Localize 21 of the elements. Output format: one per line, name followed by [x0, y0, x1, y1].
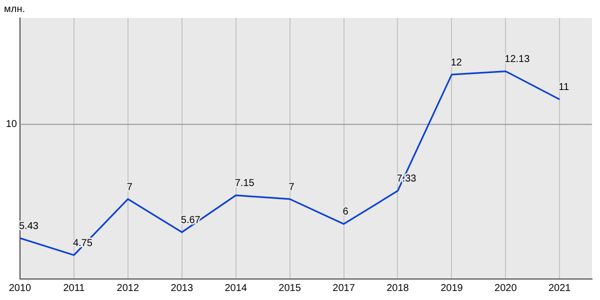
text: млн.: [4, 4, 26, 15]
x-tick-label: 2017: [332, 282, 356, 294]
x-tick-label: 2018: [386, 282, 410, 294]
data-label: 7: [126, 182, 133, 193]
data-label: 5.67: [180, 214, 201, 226]
data-label: 12.13: [504, 54, 530, 66]
x-tick-label: 2021: [548, 282, 572, 294]
data-label: 7.15: [234, 178, 255, 190]
x-tick-label: 2019: [440, 282, 464, 294]
ref-line-label: 10: [6, 119, 18, 130]
data-label: 11: [558, 82, 570, 94]
x-tick-label: 2012: [116, 282, 140, 294]
x-tick-label: 2015: [278, 282, 302, 294]
data-label: 12: [450, 57, 462, 68]
x-tick-label: 2010: [8, 282, 32, 294]
x-tick-label: 2020: [494, 282, 518, 294]
x-tick-label: 2014: [224, 282, 248, 294]
x-tick-label: 2011: [63, 282, 86, 294]
data-label: 6: [342, 206, 349, 218]
data-label: 7: [288, 182, 295, 193]
x-tick-label: 2013: [170, 282, 194, 294]
